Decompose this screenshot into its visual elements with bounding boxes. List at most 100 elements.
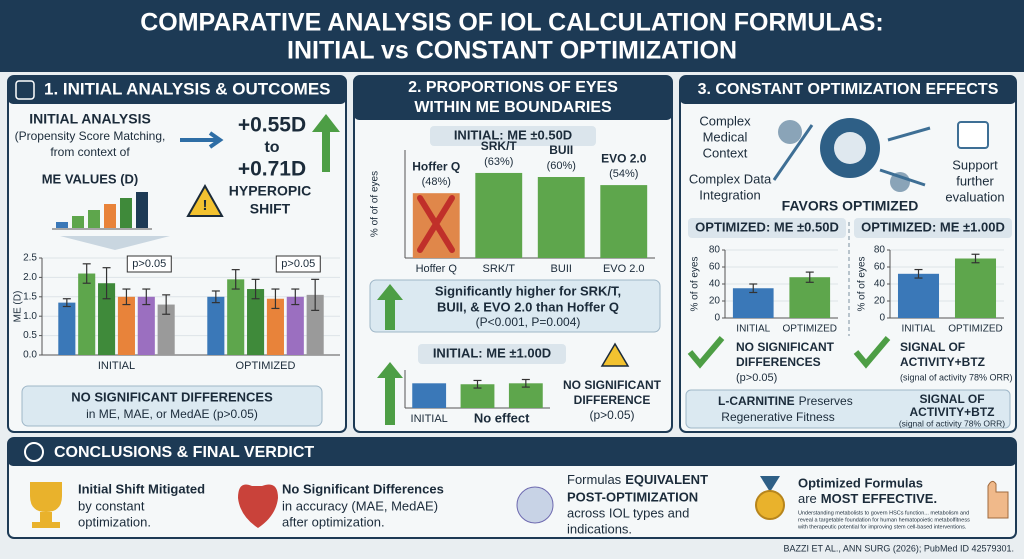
up-arrow	[312, 114, 340, 172]
annotation-box	[126, 255, 172, 273]
y-tick-label: 40	[874, 279, 886, 290]
x-tick-label: SRK/T	[483, 263, 516, 275]
y-tick-label: 0	[714, 313, 720, 324]
check-text: SIGNAL OF	[900, 340, 965, 354]
bar	[98, 283, 116, 355]
heart-icon	[238, 484, 278, 528]
y-tick-label: 2.0	[23, 272, 37, 283]
conclusion: by constant	[78, 498, 145, 513]
y-tick-label: 40	[709, 279, 721, 290]
me-values-label: ME VALUES (D)	[42, 171, 139, 186]
bar	[537, 177, 585, 258]
conclusion: are MOST EFFECTIVE.	[798, 491, 937, 506]
bottom-box	[685, 389, 1011, 429]
y-tick-label: 0.5	[23, 330, 37, 341]
check-text: (signal of activity 78% ORR)	[900, 372, 1013, 382]
support: further	[956, 173, 994, 188]
result: NO SIGNIFICANT	[563, 378, 662, 392]
bar	[789, 277, 831, 318]
chart-title-box	[688, 218, 846, 238]
bar	[954, 258, 997, 318]
title: COMPARATIVE ANALYSIS OF IOL CALCULATION …	[140, 9, 884, 37]
x-tick-label: INITIAL	[902, 324, 936, 335]
favors: FAVORS OPTIMIZED	[782, 198, 919, 214]
conclusion: in accuracy (MAE, MedAE)	[282, 498, 438, 513]
shift-to-word: to	[264, 139, 279, 156]
bar	[227, 279, 245, 355]
check-text: NO SIGNIFICANT	[736, 340, 835, 354]
note: Significantly higher for SRK/T,	[435, 283, 621, 298]
chart-title: INITIAL: ME ±0.50D	[454, 127, 572, 142]
panel-header	[8, 76, 346, 104]
panel-header	[680, 76, 1016, 104]
panel-title: 2. PROPORTIONS OF EYES	[408, 79, 618, 96]
gear-icon	[772, 118, 989, 192]
chart-title-box	[418, 344, 566, 364]
bar-name: Hoffer Q	[412, 159, 460, 173]
value-label: (48%)	[422, 176, 451, 188]
result: DIFFERENCE	[574, 393, 651, 407]
bottom-text: (signal of activity 78% ORR)	[899, 418, 1005, 428]
trophy-icon	[30, 482, 62, 528]
footer-box	[21, 385, 323, 427]
bottom-text: ACTIVITY+BTZ	[909, 405, 994, 419]
bottom-text: Regenerative Fitness	[721, 410, 834, 424]
context: Integration	[699, 187, 760, 202]
y-tick-label: 20	[874, 296, 886, 307]
funnel	[60, 236, 170, 250]
x-tick-label: INITIAL	[98, 360, 135, 372]
y-tick-label: 0	[879, 313, 885, 324]
title: INITIAL vs CONSTANT OPTIMIZATION	[287, 37, 737, 65]
check-icon	[853, 336, 891, 369]
panel-title: CONCLUSIONS & FINAL VERDICT	[54, 444, 314, 461]
x-tick-label: INITIAL	[411, 413, 448, 425]
chart-title: INITIAL: ME ±1.00D	[433, 345, 551, 360]
panel-title: 1. INITIAL ANALYSIS & OUTCOMES	[44, 79, 331, 98]
y-tick-label: 0.0	[23, 350, 37, 361]
conclusion: after optimization.	[282, 514, 385, 529]
chart-title: OPTIMIZED: ME ±0.50D	[695, 219, 839, 234]
header-band	[0, 0, 1024, 72]
support: Support	[952, 157, 998, 172]
y-axis-label: % of of eyes	[857, 256, 868, 311]
icon	[24, 442, 44, 462]
conclusion: optimization.	[78, 514, 151, 529]
bar	[247, 289, 265, 355]
intro: from context of	[50, 145, 130, 159]
bar	[137, 296, 155, 355]
bar	[600, 185, 648, 258]
cell-icon	[516, 486, 554, 524]
bottom-text: SIGNAL OF	[919, 392, 984, 406]
check-text: ACTIVITY+BTZ	[900, 355, 985, 369]
bar	[78, 273, 96, 355]
context: Context	[703, 145, 748, 160]
up-arrow	[377, 284, 403, 330]
value-label: (63%)	[484, 156, 513, 168]
conclusion: across IOL types and	[567, 505, 689, 520]
y-axis-label: % of of eyes	[690, 256, 701, 311]
footer-text: NO SIGNIFICANT DIFFERENCES	[71, 389, 273, 404]
check-icon	[687, 336, 725, 369]
x-tick-label: INITIAL	[736, 324, 770, 335]
note: BUII, & EVO 2.0 than Hoffer Q	[437, 299, 619, 314]
mini-chart	[52, 192, 152, 230]
intro: (Propensity Score Matching,	[15, 129, 166, 143]
panel-header	[8, 438, 1016, 466]
x-tick-label: Hoffer Q	[416, 263, 458, 275]
x-tick-label: BUII	[551, 263, 572, 275]
x-tick-label: EVO 2.0	[603, 263, 645, 275]
bottom-text: L-CARNITINE Preserves	[718, 394, 853, 408]
bar	[460, 384, 495, 408]
value-label: (54%)	[609, 168, 638, 180]
y-tick-label: 60	[874, 262, 886, 273]
bar	[117, 296, 135, 355]
fine-print: reveal a targetable foundation for human…	[798, 517, 970, 523]
annotation: p>0.05	[132, 258, 166, 270]
note-box	[369, 279, 661, 333]
arrow	[180, 131, 224, 149]
bar	[306, 294, 324, 355]
thumb-icon	[987, 480, 1009, 519]
bar	[475, 172, 523, 258]
note: (P<0.001, P=0.004)	[476, 315, 581, 329]
bar	[286, 296, 304, 355]
